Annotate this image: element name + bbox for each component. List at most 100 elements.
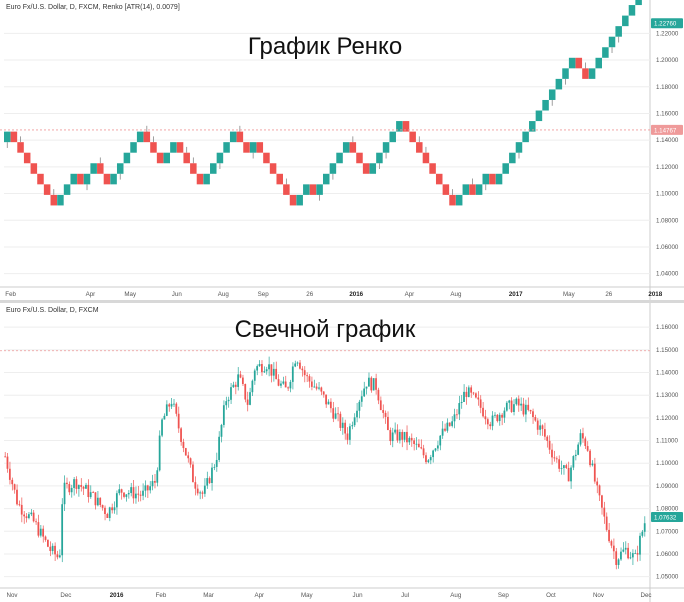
candle-body (320, 387, 323, 392)
candle-body (154, 481, 156, 483)
renko-chart[interactable]: 1.22000 1.20000 1.18000 1.16000 1.14000 1.120… (0, 0, 684, 300)
candle-body (104, 507, 106, 515)
candle-body (123, 492, 125, 497)
candle-body (187, 455, 190, 459)
candle-body (505, 402, 508, 411)
candle-body (379, 400, 382, 411)
current-price-label: 1.07632 (654, 514, 677, 521)
candlestick-chart[interactable]: 1.16000 1.15000 1.14000 1.13000 1.12000 1.110… (0, 303, 684, 602)
candle-body (213, 466, 216, 468)
renko-brick (296, 194, 303, 206)
y-tick-label: 1.18000 (656, 84, 679, 91)
x-tick-label: Aug (450, 592, 462, 599)
candle-body (391, 432, 394, 442)
candle-body (318, 387, 320, 389)
candle-body (589, 450, 591, 466)
candle-body (249, 392, 251, 405)
renko-brick (409, 131, 416, 143)
current-price-badge (651, 511, 683, 522)
renko-brick (502, 163, 509, 174)
candle-body (377, 389, 380, 401)
renko-brick (150, 142, 157, 153)
candle-body (627, 547, 629, 559)
renko-brick (63, 184, 71, 195)
candle-body (413, 440, 415, 444)
candle-body (203, 485, 206, 494)
candle-body (96, 497, 99, 506)
candle-body (325, 394, 327, 405)
candle-body (372, 378, 375, 391)
renko-brick (37, 173, 44, 185)
candle-body (417, 443, 420, 448)
candle-body (322, 391, 325, 395)
renko-brick (269, 163, 277, 174)
candle-body (42, 528, 45, 537)
x-tick-label: Apr (405, 291, 415, 298)
renko-brick (156, 152, 164, 164)
x-tick-label: 26 (605, 291, 612, 298)
y-tick-label: 1.09000 (656, 483, 679, 490)
candle-body (551, 449, 553, 458)
candle-body (82, 486, 85, 489)
candle-body (99, 497, 102, 506)
candle-body (634, 553, 637, 554)
x-tick-label: May (563, 291, 576, 298)
renko-brick (183, 152, 190, 164)
candle-body (310, 381, 313, 387)
y-tick-label: 1.08000 (656, 506, 679, 513)
renko-brick (389, 131, 396, 143)
renko-brick (449, 194, 456, 206)
renko-brick (602, 47, 609, 58)
candle-body (30, 512, 33, 515)
candle-body (593, 463, 596, 482)
candle-body (582, 433, 584, 439)
candle-body (612, 545, 615, 552)
renko-brick (283, 184, 290, 195)
candle-body (448, 422, 451, 426)
renko-brick (615, 26, 622, 37)
renko-brick (635, 0, 642, 6)
renko-brick (236, 131, 244, 143)
candle-body (118, 489, 121, 494)
candle-body (80, 485, 83, 487)
candle-body (536, 420, 539, 430)
candle-body (201, 492, 204, 494)
candle-body (586, 446, 589, 451)
candle-body (268, 364, 270, 370)
candle-body (225, 401, 228, 406)
candle-body (491, 415, 494, 427)
candle-body (87, 484, 90, 498)
renko-brick (17, 142, 24, 153)
candlestick-panel: 1.16000 1.15000 1.14000 1.13000 1.12000 1.110… (0, 303, 684, 602)
candle-body (622, 549, 625, 552)
candle-body (299, 362, 301, 369)
candle-body (196, 488, 199, 494)
renko-brick (462, 184, 470, 195)
candle-body (465, 391, 468, 397)
renko-brick (203, 173, 210, 185)
candle-body (546, 436, 549, 441)
candle-body (515, 398, 518, 405)
candle-body (182, 441, 185, 449)
candle-body (425, 455, 427, 463)
candle-body (170, 403, 173, 407)
renko-brick (529, 121, 536, 132)
candle-body (579, 433, 582, 445)
candle-body (139, 494, 142, 496)
candle-body (620, 551, 622, 560)
current-price-label: 1.22760 (654, 21, 677, 28)
renko-brick (515, 142, 523, 153)
candle-body (175, 403, 178, 414)
candle-body (605, 516, 608, 530)
candle-body (177, 413, 180, 429)
candle-body (58, 555, 61, 558)
candle-body (541, 425, 544, 430)
renko-brick (622, 15, 629, 27)
candle-body (396, 429, 399, 441)
renko-brick (489, 173, 496, 185)
candle-body (315, 386, 318, 389)
candle-body (375, 378, 377, 390)
candle-body (13, 484, 16, 490)
candle-body (291, 366, 294, 382)
panel-divider[interactable] (0, 300, 684, 303)
